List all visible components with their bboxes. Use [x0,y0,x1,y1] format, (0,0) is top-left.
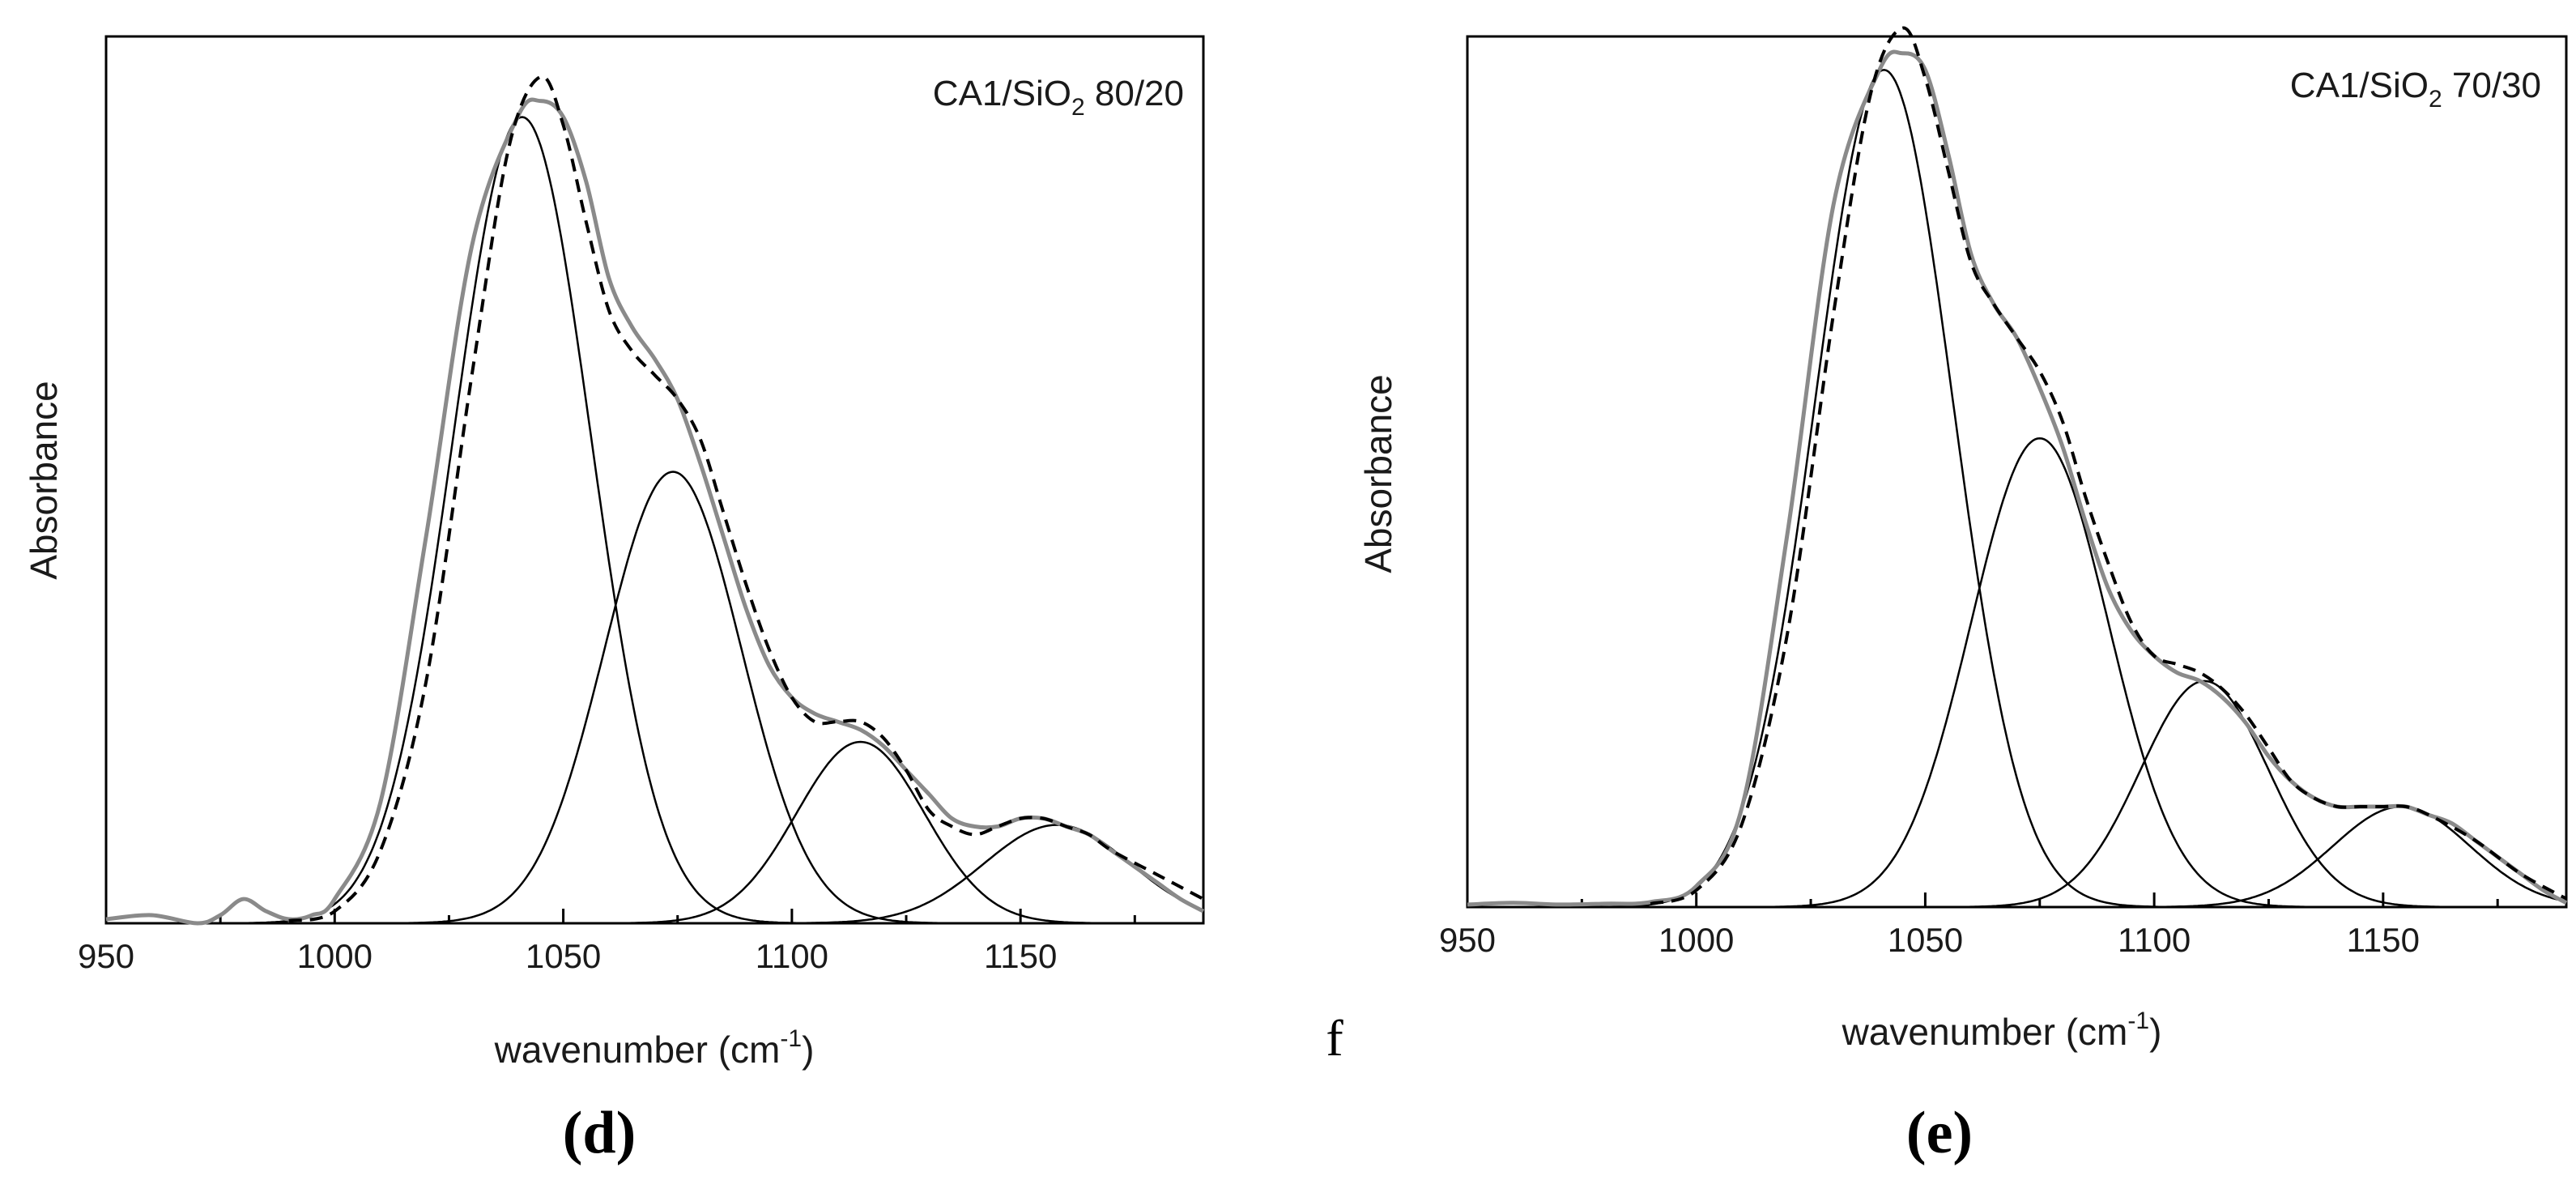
x-axis-ticks [104,909,1136,923]
x-axis-tick-labels: 950 1000 1050 1100 1150 [1439,921,2420,959]
x-tick-label: 950 [78,937,134,975]
fitted-band-4 [1467,805,2567,909]
fitted-band-2 [1467,437,2566,909]
x-tick-label: 950 [1439,921,1496,959]
x-axis-tick-labels: 950 1000 1050 1100 1150 [78,937,1057,975]
chart-panel-d: 950 1000 1050 1100 1150 CA1/SiO2 80/20 Absor… [23,35,1205,1166]
fitted-band-2 [106,471,1203,925]
fitted-band-1 [1467,69,2566,909]
fitted-band-3 [106,740,1203,925]
stray-label: f [1326,1009,1343,1067]
x-tick-label: 1000 [1658,921,1734,959]
x-axis-label: wavenumber (cm-1) [1842,1007,2162,1053]
fitted-band-4 [106,824,1204,925]
fitted-bands [1467,69,2567,909]
legend-label: CA1/SiO2 80/20 [933,74,1184,121]
x-tick-label: 1100 [756,937,828,975]
panel-label-e: (e) [1906,1100,1973,1166]
fit-sum-curve [1650,26,2567,905]
fitted-band-1 [106,116,1203,925]
fit-sum-curve [288,75,1204,922]
x-tick-label: 1000 [297,937,373,975]
fitted-band-3 [1467,679,2566,909]
x-tick-label: 1150 [2347,921,2420,959]
x-tick-label: 1050 [526,937,601,975]
y-axis-label: Absorbance [1357,374,1399,573]
fitted-bands [106,116,1204,925]
panel-label-d: (d) [563,1100,636,1166]
plot-frame [104,35,1205,925]
x-tick-label: 1100 [2118,921,2191,959]
x-axis-label: wavenumber (cm-1) [494,1025,815,1071]
x-tick-label: 1150 [984,937,1057,975]
legend-label: CA1/SiO2 70/30 [2290,66,2541,113]
y-axis-label: Absorbance [23,381,65,580]
chart-panel-e: 950 1000 1050 1100 1150 CA1/SiO2 70/30 Absor… [1357,26,2568,1166]
x-tick-label: 1050 [1888,921,1963,959]
